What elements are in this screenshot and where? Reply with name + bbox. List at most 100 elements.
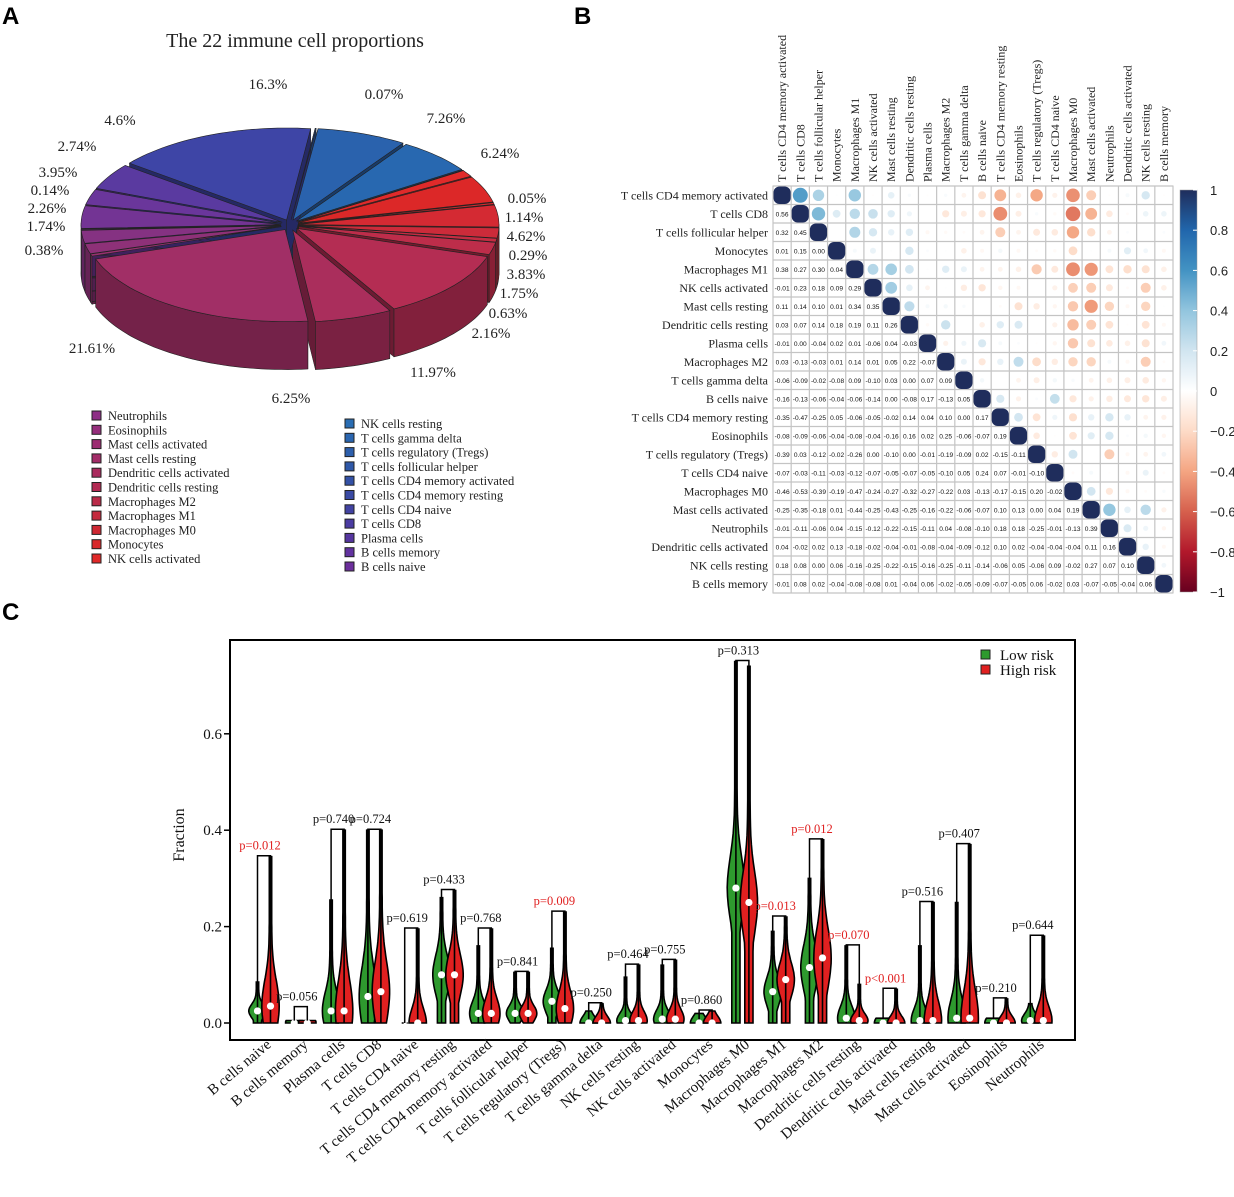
median-dot bbox=[437, 971, 446, 979]
correlation-value: 0.16 bbox=[903, 433, 916, 440]
correlation-circle bbox=[1141, 339, 1150, 348]
correlation-value: -0.22 bbox=[938, 507, 953, 514]
correlation-value: 0.03 bbox=[885, 378, 898, 385]
correlation-circle bbox=[1142, 211, 1149, 217]
correlation-matrix: T cells CD4 memory activated T cells CD4 … bbox=[621, 35, 1174, 594]
pie-slice-label: 11.97% bbox=[410, 365, 456, 381]
correlation-value: -0.09 bbox=[793, 378, 808, 385]
correlation-value: -0.08 bbox=[920, 544, 935, 551]
correlation-value: 0.16 bbox=[1103, 544, 1116, 551]
median-dot bbox=[414, 1019, 422, 1027]
correlation-value: 0.03 bbox=[776, 359, 789, 366]
legend-label: NK cells activated bbox=[108, 552, 201, 566]
column-label: Monocytes bbox=[830, 128, 844, 182]
row-label: Eosinophils bbox=[711, 429, 768, 443]
correlation-circle bbox=[981, 305, 983, 308]
correlation-circle bbox=[1071, 471, 1075, 475]
row-label: Dendritic cells resting bbox=[662, 318, 768, 332]
correlation-circle bbox=[1105, 265, 1114, 274]
correlation-value: 0.35 bbox=[867, 304, 880, 311]
correlation-value: 0.00 bbox=[1030, 507, 1043, 514]
pie-slice bbox=[95, 229, 309, 322]
correlation-circle bbox=[1105, 431, 1114, 440]
correlation-circle bbox=[868, 209, 878, 219]
correlation-circle bbox=[1035, 249, 1038, 253]
p-value-label: p=0.724 bbox=[350, 812, 392, 826]
correlation-circle bbox=[1016, 377, 1021, 383]
correlation-value: 0.07 bbox=[921, 378, 934, 385]
correlation-value: 0.18 bbox=[994, 526, 1007, 533]
pie-slice-label: 2.16% bbox=[472, 326, 511, 342]
correlation-value: 0.06 bbox=[921, 581, 934, 588]
legend-swatch bbox=[91, 539, 102, 550]
correlation-value: -0.07 bbox=[775, 470, 790, 477]
correlation-circle bbox=[1106, 395, 1113, 402]
correlation-value: 0.04 bbox=[776, 544, 789, 551]
row-label: Macrophages M0 bbox=[684, 484, 768, 498]
correlation-value: -0.07 bbox=[1084, 581, 1099, 588]
colorbar-tick-label: −0.2 bbox=[1210, 424, 1234, 439]
correlation-value: 0.01 bbox=[776, 248, 789, 255]
correlation-value: 0.00 bbox=[812, 248, 825, 255]
correlation-value: -0.04 bbox=[865, 433, 880, 440]
correlation-value: 0.01 bbox=[848, 341, 861, 348]
correlation-value: -0.13 bbox=[793, 396, 808, 403]
correlation-value: -0.06 bbox=[847, 396, 862, 403]
correlation-circle bbox=[1161, 451, 1167, 457]
correlation-value: -0.10 bbox=[884, 452, 899, 459]
diagonal-cell bbox=[973, 390, 991, 408]
correlation-value: -0.03 bbox=[902, 341, 917, 348]
column-label: B cells naive bbox=[975, 120, 989, 182]
correlation-circle bbox=[1051, 451, 1059, 458]
p-value-label: p=0.012 bbox=[239, 839, 280, 853]
correlation-value: 0.39 bbox=[1085, 526, 1098, 533]
correlation-value: 0.18 bbox=[830, 322, 843, 329]
row-label: T cells CD4 memory activated bbox=[621, 188, 768, 202]
correlation-value: -0.46 bbox=[775, 489, 790, 496]
correlation-circle bbox=[1035, 342, 1038, 345]
significance-bracket bbox=[477, 927, 493, 946]
correlation-value: -0.13 bbox=[1065, 526, 1080, 533]
correlation-circle bbox=[1068, 282, 1078, 293]
median-dot bbox=[892, 1019, 900, 1027]
correlation-value: -0.01 bbox=[920, 452, 935, 459]
correlation-value: -0.01 bbox=[775, 526, 790, 533]
median-dot bbox=[340, 1007, 348, 1015]
median-dot bbox=[253, 1007, 262, 1015]
correlation-circle bbox=[1125, 359, 1130, 364]
pie-slice-label: 1.74% bbox=[27, 219, 66, 235]
median-dot bbox=[818, 954, 827, 962]
median-dot bbox=[450, 971, 459, 979]
correlation-value: 0.22 bbox=[903, 359, 916, 366]
correlation-circle bbox=[1052, 341, 1058, 346]
correlation-circle bbox=[1053, 434, 1056, 437]
median-dot bbox=[929, 1016, 937, 1025]
legend-label: T cells follicular helper bbox=[361, 460, 479, 474]
correlation-value: -0.04 bbox=[1120, 581, 1135, 588]
correlation-circle bbox=[1141, 320, 1150, 329]
correlation-circle bbox=[925, 323, 930, 327]
correlation-value: -0.04 bbox=[829, 581, 844, 588]
pie-slice bbox=[80, 205, 282, 229]
correlation-circle bbox=[1144, 489, 1148, 493]
correlation-circle bbox=[996, 394, 1005, 403]
correlation-value: -0.04 bbox=[902, 581, 917, 588]
pie-slice bbox=[298, 202, 495, 225]
pie-slice-label: 3.83% bbox=[507, 267, 546, 283]
correlation-value: -0.47 bbox=[847, 489, 862, 496]
correlation-value: -0.06 bbox=[1029, 563, 1044, 570]
correlation-value: 0.08 bbox=[794, 563, 807, 570]
correlation-value: -0.05 bbox=[865, 415, 880, 422]
correlation-value: -0.02 bbox=[1047, 489, 1062, 496]
correlation-circle bbox=[942, 210, 950, 218]
correlation-circle bbox=[867, 263, 879, 275]
correlation-circle bbox=[1123, 247, 1132, 255]
pie-slice bbox=[89, 226, 282, 257]
correlation-circle bbox=[1107, 229, 1112, 235]
median-dot bbox=[377, 988, 385, 996]
column-label: NK cells resting bbox=[1139, 104, 1153, 182]
correlation-value: -0.13 bbox=[938, 396, 953, 403]
legend-swatch bbox=[344, 447, 355, 458]
pie-slice bbox=[298, 226, 497, 255]
correlation-value: -0.07 bbox=[902, 470, 917, 477]
